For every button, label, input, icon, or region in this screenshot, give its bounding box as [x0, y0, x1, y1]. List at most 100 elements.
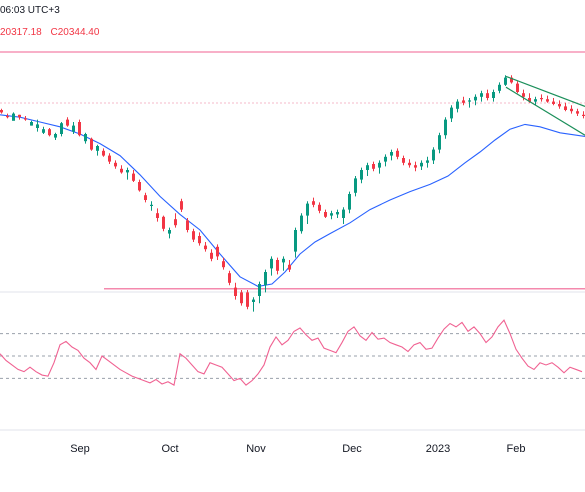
- candle-body: [582, 114, 585, 116]
- candle-body: [42, 129, 45, 133]
- candle-body: [30, 122, 33, 126]
- candle-body: [420, 162, 423, 167]
- x-tick-label: Sep: [70, 443, 90, 455]
- candle-body: [342, 209, 345, 218]
- candle-body: [252, 299, 255, 302]
- candle-body: [204, 245, 207, 250]
- candle-body: [480, 93, 483, 97]
- candle-body: [60, 123, 63, 134]
- candle-body: [258, 284, 261, 296]
- candle-body: [540, 98, 543, 100]
- candle-body: [66, 119, 69, 126]
- candle-body: [546, 99, 549, 102]
- candle-body: [522, 93, 525, 97]
- candle-body: [306, 203, 309, 216]
- candle-body: [144, 195, 147, 200]
- candle-body: [390, 152, 393, 156]
- rsi-line: [0, 319, 583, 386]
- candle-body: [402, 158, 405, 163]
- candle-body: [348, 194, 351, 210]
- candle-body: [294, 230, 297, 252]
- candle-body: [444, 119, 447, 136]
- candle-body: [408, 162, 411, 166]
- candle-body: [570, 108, 573, 112]
- candle-body: [300, 215, 303, 232]
- candle-body: [138, 182, 141, 191]
- ohlc-low: 20317.18: [0, 27, 42, 38]
- candle-body: [534, 99, 537, 102]
- candle-body: [120, 168, 123, 173]
- candle-body: [456, 101, 459, 109]
- candle-body: [156, 213, 159, 218]
- header-ohlc: 20317.18 C20344.40: [0, 27, 105, 38]
- candle-body: [240, 292, 243, 304]
- candle-body: [150, 204, 153, 206]
- candle-body: [450, 107, 453, 119]
- candle-body: [462, 100, 465, 103]
- candle-body: [0, 110, 3, 113]
- candle-body: [468, 100, 471, 102]
- candle-body: [24, 118, 27, 120]
- candle-body: [324, 212, 327, 217]
- candle-body: [360, 170, 363, 180]
- candle-body: [504, 77, 507, 85]
- candle-body: [84, 134, 87, 142]
- candle-body: [192, 231, 195, 240]
- candle-body: [336, 212, 339, 215]
- candle-body: [168, 230, 171, 234]
- candle-body: [222, 261, 225, 268]
- candle-body: [486, 93, 489, 98]
- candle-body: [396, 150, 399, 157]
- x-tick-label: Feb: [507, 443, 526, 455]
- candle-body: [498, 84, 501, 91]
- candle-body: [174, 219, 177, 226]
- channel-line-1: [505, 75, 585, 107]
- candle-body: [318, 204, 321, 211]
- candle-body: [264, 272, 267, 286]
- candle-body: [558, 104, 561, 107]
- candle-body: [270, 258, 273, 269]
- moving-average-line: [0, 114, 585, 287]
- candle-body: [414, 165, 417, 168]
- candle-body: [180, 201, 183, 210]
- candle-body: [48, 129, 51, 136]
- candle-body: [372, 164, 375, 169]
- x-tick-label: Dec: [342, 443, 362, 455]
- candle-body: [72, 125, 75, 132]
- candle-body: [354, 178, 357, 193]
- candle-body: [96, 146, 99, 151]
- candle-body: [552, 101, 555, 104]
- candle-body: [12, 113, 15, 121]
- channel-line-2: [505, 86, 585, 136]
- candle-body: [492, 92, 495, 98]
- candle-body: [330, 213, 333, 216]
- x-tick-label: 2023: [426, 443, 450, 455]
- candle-body: [102, 150, 105, 156]
- candle-body: [378, 162, 381, 168]
- candle-body: [228, 273, 231, 283]
- candle-body: [288, 264, 291, 270]
- candle-body: [210, 252, 213, 259]
- candle-body: [198, 236, 201, 244]
- ohlc-close: C20344.40: [50, 27, 100, 38]
- candle-body: [216, 246, 219, 257]
- candle-body: [132, 173, 135, 181]
- candle-body: [90, 138, 93, 150]
- candle-body: [510, 77, 513, 83]
- candle-body: [186, 220, 189, 230]
- candle-body: [516, 83, 519, 92]
- candle-body: [312, 201, 315, 205]
- candle-body: [108, 155, 111, 162]
- x-tick-label: Oct: [161, 443, 178, 455]
- candle-body: [78, 122, 81, 136]
- header-time: 06:03 UTC+3: [0, 5, 60, 16]
- candle-body: [18, 114, 21, 118]
- candle-body: [432, 149, 435, 161]
- candle-body: [114, 162, 117, 167]
- candle-body: [384, 156, 387, 162]
- candle-body: [54, 134, 57, 138]
- candle-body: [282, 258, 285, 263]
- x-tick-label: Nov: [246, 443, 266, 455]
